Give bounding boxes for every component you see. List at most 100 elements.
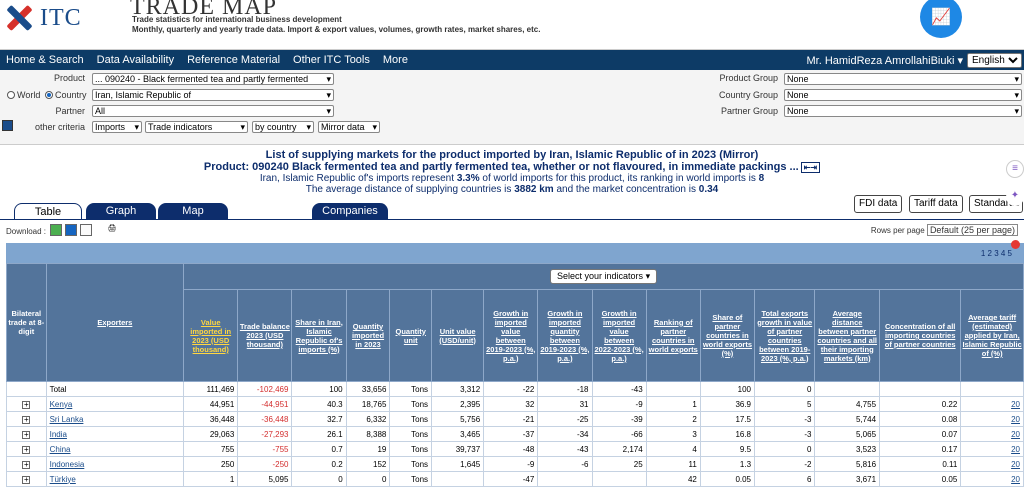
col-qty-unit[interactable]: Quantity unit <box>389 289 433 382</box>
cell-tariff[interactable]: 20 <box>960 441 1024 457</box>
cell-conc: 0.05 <box>879 471 962 487</box>
product-select[interactable]: ... 090240 - Black fermented tea and par… <box>92 73 334 85</box>
col-avg-distance[interactable]: Average distance between partner countri… <box>814 289 881 382</box>
col-qty[interactable]: Quantity imported in 2023 <box>345 289 391 382</box>
expand-row-icon[interactable]: + <box>22 429 31 439</box>
cell-name[interactable]: India <box>45 426 185 442</box>
partner-group-select[interactable]: None <box>784 105 1022 117</box>
nav-other-itc-tools[interactable]: Other ITC Tools <box>293 54 370 66</box>
user-name: Mr. HamidReza AmrollahiBiuki <box>806 54 955 67</box>
col-growth-value[interactable]: Growth in imported value between 2019-20… <box>483 289 539 382</box>
cell-uv: 2,395 <box>431 396 485 412</box>
partner-select[interactable]: All <box>92 105 334 117</box>
text-file-icon[interactable] <box>80 224 92 236</box>
cell-tariff[interactable]: 20 <box>960 456 1024 472</box>
tab-map[interactable]: Map <box>158 203 228 219</box>
cell-teg: -3 <box>754 411 816 427</box>
cell-balance: -44,951 <box>237 396 293 412</box>
rows-per-page-select[interactable]: Default (25 per page) <box>926 224 1018 236</box>
country-radio[interactable] <box>45 91 53 99</box>
col-value[interactable]: Value imported in 2023 (USD thousand) <box>183 289 239 382</box>
tab-companies[interactable]: Companies <box>312 203 388 219</box>
user-menu[interactable]: Mr. HamidReza AmrollahiBiuki ▾ <box>806 54 963 67</box>
side-sparkle-icon[interactable]: ✦ <box>1006 188 1024 206</box>
cell-balance: -102,469 <box>237 381 293 397</box>
expand-row-icon[interactable]: + <box>22 459 31 469</box>
word-icon[interactable] <box>65 224 77 236</box>
print-icon[interactable]: 🖨 <box>107 225 117 232</box>
nav-reference-material[interactable]: Reference Material <box>187 54 281 66</box>
cell-teg: 0 <box>754 381 816 397</box>
flow-select[interactable]: Imports <box>92 121 142 133</box>
cell-value: 1 <box>183 471 239 487</box>
nav-home-search[interactable]: Home & Search <box>6 54 84 66</box>
cell-unit: Tons <box>389 426 433 442</box>
expand-row-icon[interactable]: + <box>22 444 31 454</box>
side-list-icon[interactable]: ≡ <box>1006 160 1024 178</box>
breakdown-select[interactable]: by country <box>252 121 314 133</box>
expand-description-button[interactable]: ⇤⇥ <box>800 162 821 173</box>
page-links[interactable]: 1 2 3 4 5 <box>980 249 1012 258</box>
chart-badge-icon[interactable]: 📈 <box>920 0 962 38</box>
col-tariff[interactable]: Average tariff (estimated) applied by Ir… <box>960 289 1024 382</box>
language-select[interactable]: English <box>967 52 1022 68</box>
mirror-select[interactable]: Mirror data <box>318 121 380 133</box>
cell-dist <box>814 381 881 397</box>
tariff-data-button[interactable]: Tariff data <box>909 195 963 213</box>
col-growth-value-22[interactable]: Growth in imported value between 2022-20… <box>591 289 647 382</box>
nav-data-availability[interactable]: Data Availability <box>96 54 175 66</box>
distance-summary: The average distance of supplying countr… <box>305 184 719 195</box>
col-exporters[interactable]: Exporters <box>45 263 185 382</box>
expand-row-icon[interactable]: + <box>22 399 31 409</box>
col-total-exports-growth[interactable]: Total exports growth in value of partner… <box>754 289 816 382</box>
cell-qty: 19 <box>345 441 391 457</box>
cell-g2: -18 <box>537 381 593 397</box>
cell-tariff[interactable]: 20 <box>960 411 1024 427</box>
report-title: List of supplying markets for the produc… <box>265 149 759 161</box>
cell-name[interactable]: Türkiye <box>45 471 185 487</box>
world-radio[interactable] <box>7 91 15 99</box>
partner-group-label: Partner Group <box>720 106 778 116</box>
excel-icon[interactable] <box>50 224 62 236</box>
cell-name[interactable]: China <box>45 441 185 457</box>
col-rank[interactable]: Ranking of partner countries in world ex… <box>645 289 701 382</box>
cell-g1: -21 <box>483 411 539 427</box>
table-row: + China 755 -755 0.7 19 Tons 39,737 -48 -43 2,174 4… <box>6 441 1024 457</box>
cell-tariff[interactable] <box>960 381 1024 397</box>
product-group-select[interactable]: None <box>784 73 1022 85</box>
expand-row-icon[interactable]: + <box>22 414 31 424</box>
cell-conc: 0.22 <box>879 396 962 412</box>
cell-tariff[interactable]: 20 <box>960 396 1024 412</box>
cell-name[interactable]: Sri Lanka <box>45 411 185 427</box>
cell-share: 40.3 <box>291 396 347 412</box>
expand-row-icon[interactable]: + <box>22 474 31 484</box>
cell-tariff[interactable]: 20 <box>960 426 1024 442</box>
tab-graph[interactable]: Graph <box>86 203 156 219</box>
table-row: Total 111,469 -102,469 100 33,656 Tons 3,312 -2… <box>6 381 1024 397</box>
select-indicators-button[interactable]: Select your indicators ▾ <box>550 269 658 284</box>
cell-qty: 152 <box>345 456 391 472</box>
world-label: World <box>17 90 41 100</box>
country-select[interactable]: Iran, Islamic Republic of <box>92 89 334 101</box>
tab-table[interactable]: Table <box>14 203 82 219</box>
col-growth-qty[interactable]: Growth in imported quantity between 2019… <box>537 289 593 382</box>
cell-dist: 3,671 <box>814 471 881 487</box>
country-group-select[interactable]: None <box>784 89 1022 101</box>
col-unit-value[interactable]: Unit value (USD/unit) <box>431 289 485 382</box>
cell-sw: 9.5 <box>699 441 756 457</box>
cell-name[interactable]: Kenya <box>45 396 185 412</box>
cell-g1: -48 <box>483 441 539 457</box>
col-share[interactable]: Share in Iran, Islamic Republic of's imp… <box>291 289 347 382</box>
cell-g1: -9 <box>483 456 539 472</box>
col-balance[interactable]: Trade balance 2023 (USD thousand) <box>237 289 293 382</box>
itc-logo[interactable]: ITC <box>4 3 82 33</box>
indicator-type-select[interactable]: Trade indicators <box>145 121 248 133</box>
cell-name[interactable]: Indonesia <box>45 456 185 472</box>
product-label: Product <box>53 73 85 83</box>
col-concentration[interactable]: Concentration of all importing countries… <box>879 289 962 382</box>
fdi-data-button[interactable]: FDI data <box>854 195 903 213</box>
nav-more[interactable]: More <box>382 54 408 66</box>
criteria-settings-icon[interactable] <box>2 120 13 131</box>
col-share-world[interactable]: Share of partner countries in world expo… <box>699 289 756 382</box>
cell-tariff[interactable]: 20 <box>960 471 1024 487</box>
